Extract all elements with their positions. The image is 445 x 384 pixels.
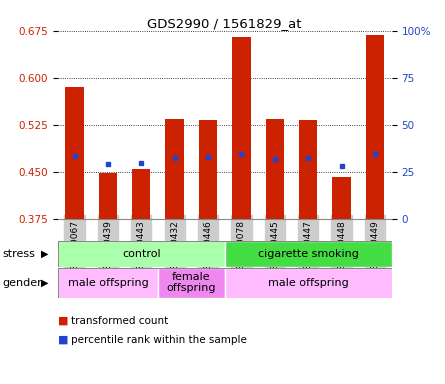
Text: ▶: ▶ xyxy=(40,278,48,288)
Bar xyxy=(199,121,217,219)
Text: ▶: ▶ xyxy=(40,249,48,259)
Text: female
offspring: female offspring xyxy=(166,272,216,293)
Text: control: control xyxy=(122,249,161,259)
Bar xyxy=(132,169,150,219)
Bar xyxy=(225,268,392,298)
Bar xyxy=(158,268,225,298)
Bar xyxy=(225,241,392,267)
Bar xyxy=(332,177,351,219)
Text: percentile rank within the sample: percentile rank within the sample xyxy=(71,335,247,345)
Title: GDS2990 / 1561829_at: GDS2990 / 1561829_at xyxy=(147,17,302,30)
Bar xyxy=(99,173,117,219)
Bar xyxy=(299,121,317,219)
Text: transformed count: transformed count xyxy=(71,316,169,326)
Text: cigarette smoking: cigarette smoking xyxy=(258,249,359,259)
Bar xyxy=(166,119,184,219)
Text: male offspring: male offspring xyxy=(268,278,348,288)
Text: ■: ■ xyxy=(58,335,69,345)
Text: male offspring: male offspring xyxy=(68,278,148,288)
Bar xyxy=(65,87,84,219)
Bar xyxy=(366,35,384,219)
Text: ■: ■ xyxy=(58,316,69,326)
Text: stress: stress xyxy=(2,249,35,259)
Text: gender: gender xyxy=(2,278,42,288)
Bar xyxy=(58,268,158,298)
Bar xyxy=(232,37,251,219)
Bar xyxy=(266,119,284,219)
Bar xyxy=(58,241,225,267)
